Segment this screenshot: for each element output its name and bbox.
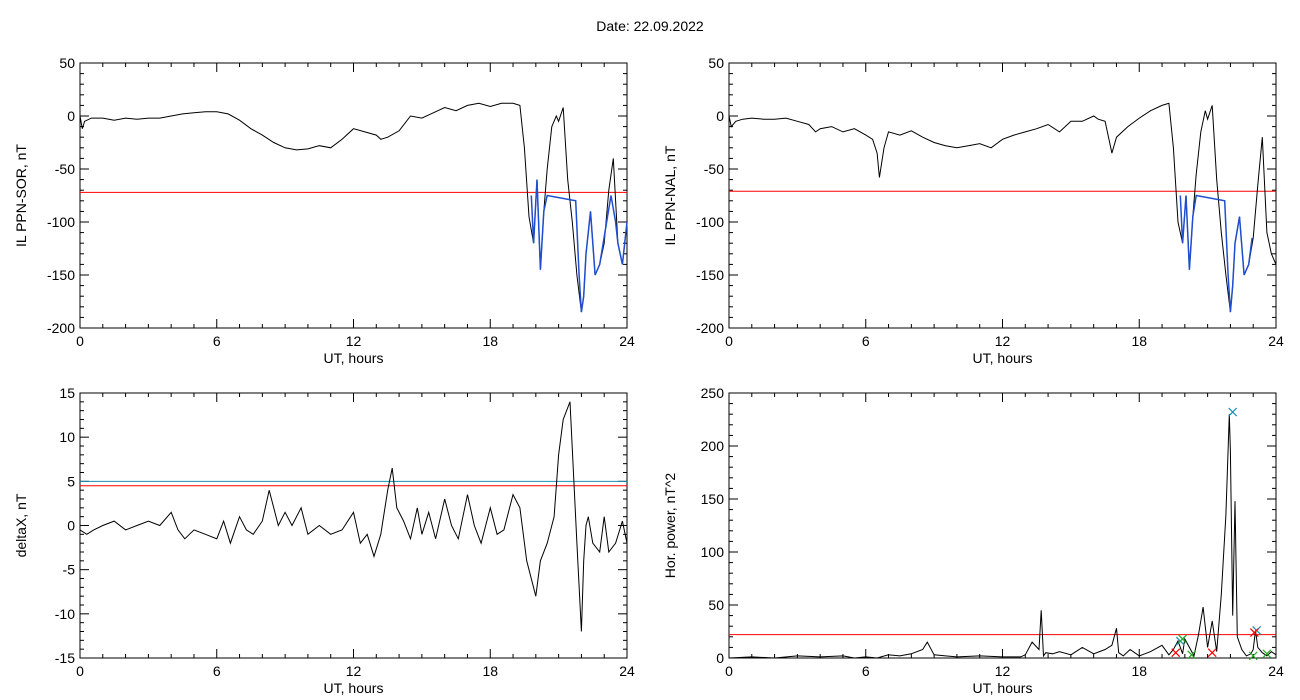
highlight-line <box>1179 194 1253 313</box>
y-tick-label: 0 <box>67 108 75 124</box>
marker-red <box>1171 648 1181 658</box>
y-tick-label: 0 <box>67 518 75 534</box>
x-tick-label: 12 <box>346 333 362 349</box>
x-tick-label: 0 <box>76 333 84 349</box>
marker-green <box>1248 651 1258 661</box>
y-tick-label: 250 <box>701 385 725 401</box>
y-tick-label: -50 <box>55 161 75 177</box>
plot-frame <box>728 62 1277 329</box>
y-tick-label: 10 <box>59 429 75 445</box>
y-axis-label: IL PPN-SOR, nT <box>13 144 29 247</box>
series-line <box>728 414 1277 659</box>
plot-frame <box>79 392 628 659</box>
series-line <box>79 401 628 632</box>
y-tick-label: 50 <box>708 55 724 71</box>
x-tick-label: 24 <box>1268 663 1284 679</box>
x-tick-label: 0 <box>725 663 733 679</box>
x-tick-label: 12 <box>995 333 1011 349</box>
marker-red <box>1207 648 1217 658</box>
x-tick-label: 6 <box>213 663 221 679</box>
y-tick-label: 0 <box>716 650 724 666</box>
panel-hor-power: 0 6 12 18 24 250 200 150 100 50 0 UT, hours Hor. pow… <box>662 385 1284 696</box>
y-tick-label: -150 <box>696 267 724 283</box>
marker-blue <box>1228 407 1238 417</box>
y-tick-label: -15 <box>55 650 75 666</box>
x-tick-label: 24 <box>1268 333 1284 349</box>
y-axis-label: Hor. power, nT^2 <box>662 473 678 579</box>
x-axis-label: UT, hours <box>973 350 1033 366</box>
y-tick-label: -10 <box>55 606 75 622</box>
y-tick-label: -100 <box>47 214 75 230</box>
x-tick-label: 18 <box>1131 333 1147 349</box>
x-tick-label: 18 <box>482 663 498 679</box>
y-tick-label: 200 <box>701 438 725 454</box>
x-tick-label: 6 <box>862 333 870 349</box>
x-tick-label: 24 <box>619 333 635 349</box>
y-tick-label: -100 <box>696 214 724 230</box>
y-tick-label: 0 <box>716 108 724 124</box>
x-axis-label: UT, hours <box>324 350 384 366</box>
y-tick-label: 15 <box>59 385 75 401</box>
y-tick-label: -5 <box>63 562 76 578</box>
y-tick-label: 150 <box>701 491 725 507</box>
panel-ppn-sor: 0 6 12 18 24 50 0 -50 -100 -150 -200 UT, hours IL PP… <box>13 55 635 366</box>
y-axis-label: deltaX, nT <box>13 493 29 557</box>
panel-deltax: 0 6 12 18 24 15 10 5 0 -5 -10 -15 UT, hours deltaX, n… <box>13 385 635 696</box>
x-tick-label: 18 <box>482 333 498 349</box>
marker-red <box>1249 628 1259 637</box>
x-tick-label: 6 <box>213 333 221 349</box>
y-tick-label: -50 <box>704 161 724 177</box>
x-axis-label: UT, hours <box>973 680 1033 696</box>
plot-frame <box>728 392 1277 659</box>
x-tick-label: 12 <box>346 663 362 679</box>
y-tick-label: 50 <box>708 597 724 613</box>
highlight-line <box>530 179 628 313</box>
x-tick-label: 24 <box>619 663 635 679</box>
y-tick-label: -200 <box>696 320 724 336</box>
marker-green <box>1262 649 1272 659</box>
series-line <box>728 102 1277 313</box>
x-tick-label: 0 <box>725 333 733 349</box>
y-axis-label: IL PPN-NAL, nT <box>662 145 678 245</box>
x-tick-label: 12 <box>995 663 1011 679</box>
marker-green <box>1187 650 1197 660</box>
y-tick-label: 5 <box>67 473 75 489</box>
x-tick-label: 6 <box>862 663 870 679</box>
x-axis-label: UT, hours <box>324 680 384 696</box>
panel-ppn-nal: 0 6 12 18 24 50 0 -50 -100 -150 -200 UT, hours IL PP… <box>662 55 1284 366</box>
y-tick-label: 50 <box>59 55 75 71</box>
y-tick-label: -200 <box>47 320 75 336</box>
x-tick-label: 18 <box>1131 663 1147 679</box>
y-tick-label: -150 <box>47 267 75 283</box>
marker-green <box>1178 634 1187 644</box>
y-tick-label: 100 <box>701 544 725 560</box>
figure-title: Date: 22.09.2022 <box>596 18 704 34</box>
x-tick-label: 0 <box>76 663 84 679</box>
